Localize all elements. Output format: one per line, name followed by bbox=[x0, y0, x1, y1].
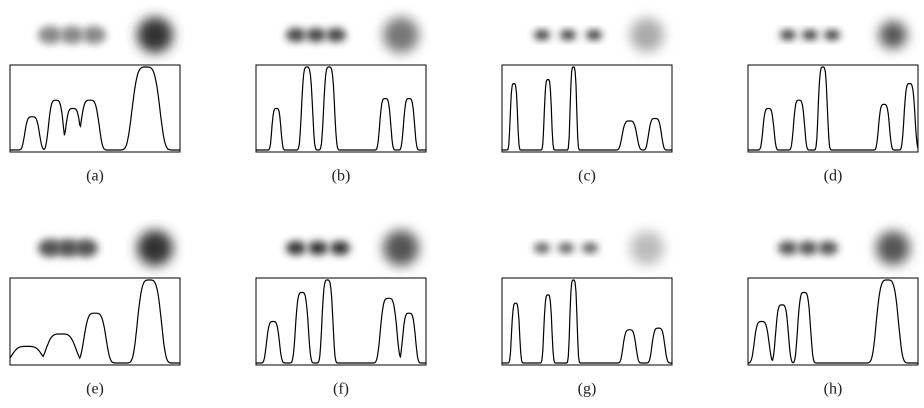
image-blob bbox=[558, 243, 574, 253]
panel: (a) bbox=[10, 17, 180, 185]
panel-label: (h) bbox=[824, 381, 843, 398]
panel-label: (d) bbox=[824, 168, 843, 185]
image-blob bbox=[778, 241, 798, 255]
profile-frame bbox=[10, 65, 180, 152]
image-blob bbox=[286, 241, 306, 255]
panel: (c) bbox=[502, 18, 672, 185]
image-blob bbox=[586, 30, 602, 40]
image-blob bbox=[534, 30, 550, 40]
image-blob bbox=[802, 30, 818, 40]
panel-label: (b) bbox=[332, 168, 351, 185]
image-spot bbox=[879, 21, 907, 49]
image-blob bbox=[286, 28, 306, 42]
image-blob bbox=[780, 30, 796, 40]
profile-frame bbox=[502, 65, 672, 152]
profile-frame bbox=[10, 278, 180, 365]
figure: (a) (b) (c) (d) (e) (f) (g) (h) bbox=[0, 0, 924, 408]
image-spot bbox=[383, 17, 419, 53]
image-blob bbox=[560, 30, 576, 40]
image-blob bbox=[582, 243, 598, 253]
image-blob bbox=[306, 28, 326, 42]
panel: (b) bbox=[256, 17, 426, 185]
image-blob bbox=[74, 239, 98, 257]
panel-label: (f) bbox=[333, 381, 349, 398]
profile-frame bbox=[502, 278, 672, 365]
image-blob bbox=[326, 28, 346, 42]
image-spot bbox=[137, 17, 173, 53]
panel: (g) bbox=[502, 231, 672, 398]
image-blob bbox=[534, 243, 550, 253]
image-blob bbox=[818, 241, 838, 255]
image-spot bbox=[137, 230, 173, 266]
panel-label: (c) bbox=[578, 168, 596, 185]
panel-label: (g) bbox=[578, 381, 597, 398]
image-blob bbox=[60, 26, 84, 44]
image-spot bbox=[383, 230, 419, 266]
panel-label: (a) bbox=[86, 168, 104, 185]
profile-frame bbox=[748, 65, 918, 152]
image-blob bbox=[38, 26, 62, 44]
panel: (e) bbox=[10, 230, 180, 398]
panel: (d) bbox=[748, 21, 918, 185]
panel: (h) bbox=[748, 231, 918, 398]
image-spot bbox=[876, 231, 910, 265]
image-blob bbox=[82, 26, 106, 44]
panel-label: (e) bbox=[86, 381, 104, 398]
panel: (f) bbox=[256, 230, 426, 398]
image-blob bbox=[824, 30, 840, 40]
image-blob bbox=[308, 241, 328, 255]
image-blob bbox=[798, 241, 818, 255]
image-blob bbox=[330, 241, 350, 255]
image-spot bbox=[630, 231, 664, 265]
image-spot bbox=[630, 18, 664, 52]
